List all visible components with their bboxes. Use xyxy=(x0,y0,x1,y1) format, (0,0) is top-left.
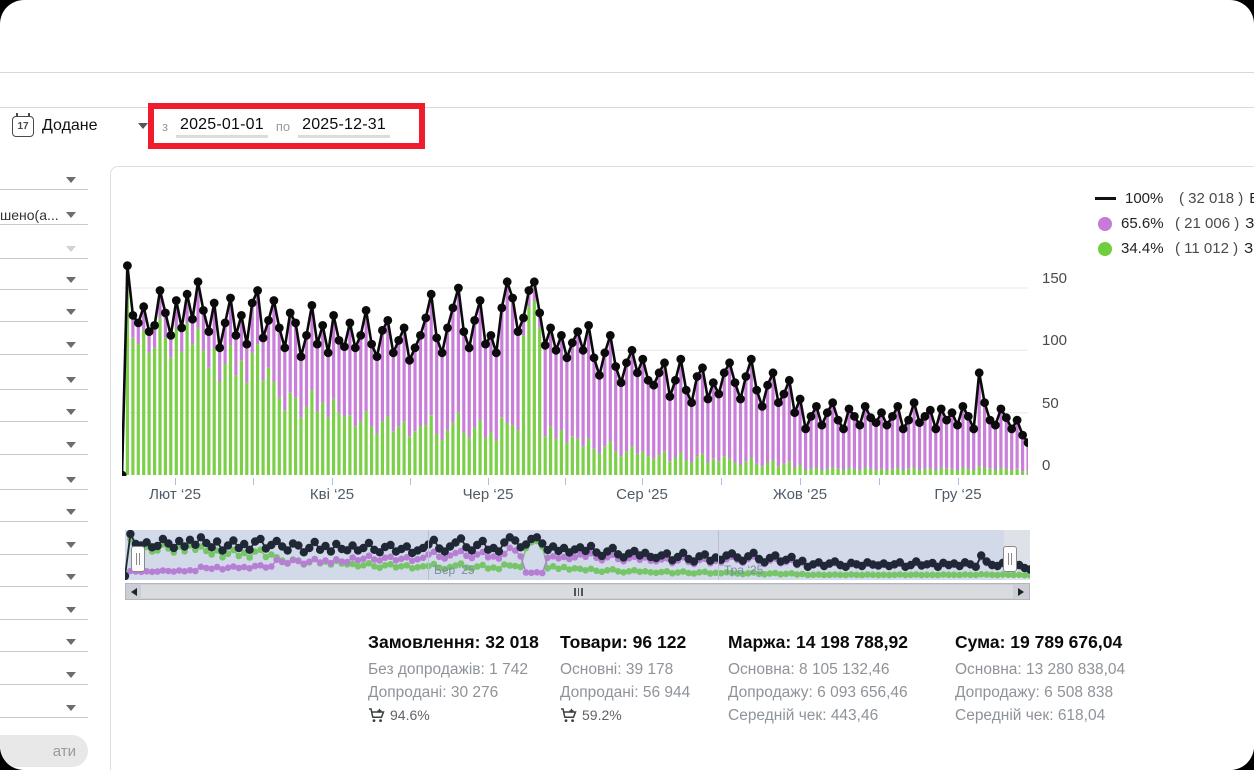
x-tick-label: Чер ‘25 xyxy=(462,486,514,503)
filter-value-text: шено(а... xyxy=(0,207,59,223)
chevron-down-icon xyxy=(66,509,76,515)
filter-dropdown[interactable] xyxy=(0,175,88,190)
chevron-down-icon xyxy=(66,639,76,645)
apply-filters-button[interactable]: ати xyxy=(0,735,88,767)
navigator-month-label: Тра ‘25 xyxy=(724,563,764,577)
scroll-left-arrow-icon[interactable] xyxy=(131,588,137,596)
chevron-down-icon xyxy=(66,409,76,415)
filter-dropdown[interactable] xyxy=(0,275,88,290)
chart-scrollbar[interactable] xyxy=(125,583,1030,600)
date-to-label: по xyxy=(275,118,291,134)
chevron-down-icon[interactable] xyxy=(138,123,148,129)
y-tick-label: 100 xyxy=(1042,332,1068,349)
chevron-down-icon xyxy=(66,377,76,383)
chart-navigator[interactable] xyxy=(125,530,1030,580)
filter-dropdown[interactable] xyxy=(0,637,88,652)
x-tick-label: Гру ‘25 xyxy=(934,486,982,503)
chart-legend: 100% ( 32 018 ) В 65.6% ( 21 006 ) З 34.… xyxy=(1095,186,1254,261)
y-tick-label: 50 xyxy=(1042,395,1059,412)
filter-dropdown[interactable] xyxy=(0,605,88,620)
chevron-down-icon xyxy=(66,177,76,183)
orders-chart xyxy=(122,261,1028,476)
filter-dropdown[interactable] xyxy=(0,407,88,422)
filter-dropdown[interactable]: шено(а... xyxy=(0,207,88,225)
x-tick-label: Лют ‘25 xyxy=(149,486,201,503)
filter-dropdown[interactable] xyxy=(0,440,88,455)
filter-dropdown[interactable] xyxy=(0,670,88,685)
chevron-down-icon xyxy=(66,542,76,548)
filter-dropdown[interactable] xyxy=(0,375,88,390)
stat-sum: Сума: 19 789 676,04 Основна: 13 280 838,… xyxy=(955,632,1126,724)
cart-plus-icon xyxy=(561,707,577,722)
purple-dot-icon xyxy=(1098,216,1112,231)
chevron-down-icon xyxy=(66,212,76,218)
green-dot-icon xyxy=(1098,241,1112,256)
filter-dropdown[interactable] xyxy=(0,540,88,555)
x-tick-label: Жов ‘25 xyxy=(772,486,828,503)
navigator-right-handle[interactable] xyxy=(1003,546,1017,572)
legend-item-total[interactable]: 100% ( 32 018 ) В xyxy=(1095,186,1254,211)
chevron-down-icon xyxy=(66,672,76,678)
navigator-left-handle[interactable] xyxy=(131,546,145,572)
filter-dropdown[interactable] xyxy=(0,703,88,718)
chevron-down-icon xyxy=(66,574,76,580)
legend-item-purple[interactable]: 65.6% ( 21 006 ) З xyxy=(1095,211,1254,236)
stat-margin: Маржа: 14 198 788,92 Основна: 8 105 132,… xyxy=(728,632,908,724)
date-to-input[interactable]: 2025-12-31 xyxy=(298,115,390,138)
x-tick-label: Кві ‘25 xyxy=(309,486,355,503)
filter-dropdown[interactable] xyxy=(0,507,88,522)
stat-title: Сума: 19 789 676,04 xyxy=(955,632,1123,652)
top-divider xyxy=(0,72,1254,73)
filter-dropdown[interactable] xyxy=(0,475,88,490)
chevron-down-icon xyxy=(66,342,76,348)
scroll-right-arrow-icon[interactable] xyxy=(1018,588,1024,596)
stat-title: Маржа: 14 198 788,92 xyxy=(728,632,908,652)
date-range-highlight: з 2025-01-01 по 2025-12-31 xyxy=(148,103,425,149)
scrollbar-grip-icon xyxy=(574,588,583,596)
navigator-month-label: Бер ‘25 xyxy=(434,563,475,577)
filter-dropdown[interactable] xyxy=(0,340,88,355)
y-tick-label: 0 xyxy=(1042,457,1051,474)
x-tick-label: Сер ‘25 xyxy=(616,486,668,503)
chevron-down-icon xyxy=(66,277,76,283)
chevron-down-icon xyxy=(66,309,76,315)
legend-item-green[interactable]: 34.4% ( 11 012 ) З xyxy=(1095,236,1254,261)
calendar-icon: 17 xyxy=(12,113,34,137)
line-swatch-icon xyxy=(1095,197,1116,200)
chevron-down-icon xyxy=(66,246,76,252)
chevron-down-icon xyxy=(66,477,76,483)
date-field-label[interactable]: Додане xyxy=(42,117,98,134)
chevron-down-icon xyxy=(66,705,76,711)
filter-dropdown[interactable] xyxy=(0,244,88,259)
cart-plus-icon xyxy=(369,707,385,722)
stat-orders: Замовлення: 32 018 Без допродажів: 1 742… xyxy=(368,632,539,723)
date-from-label: з xyxy=(162,118,168,134)
filter-dropdown[interactable] xyxy=(0,572,88,587)
y-tick-label: 150 xyxy=(1042,270,1068,287)
navigator-mini-chart xyxy=(125,530,1030,580)
stat-title: Замовлення: 32 018 xyxy=(368,632,539,652)
chevron-down-icon xyxy=(66,607,76,613)
date-from-input[interactable]: 2025-01-01 xyxy=(175,115,268,138)
filter-dropdown[interactable] xyxy=(0,307,88,322)
stat-products: Товари: 96 122 Основні: 39 178 Допродані… xyxy=(560,632,691,723)
toolbar-divider xyxy=(0,107,1254,108)
stat-title: Товари: 96 122 xyxy=(560,632,687,652)
chevron-down-icon xyxy=(66,442,76,448)
scrollbar-thumb[interactable] xyxy=(141,585,1013,598)
